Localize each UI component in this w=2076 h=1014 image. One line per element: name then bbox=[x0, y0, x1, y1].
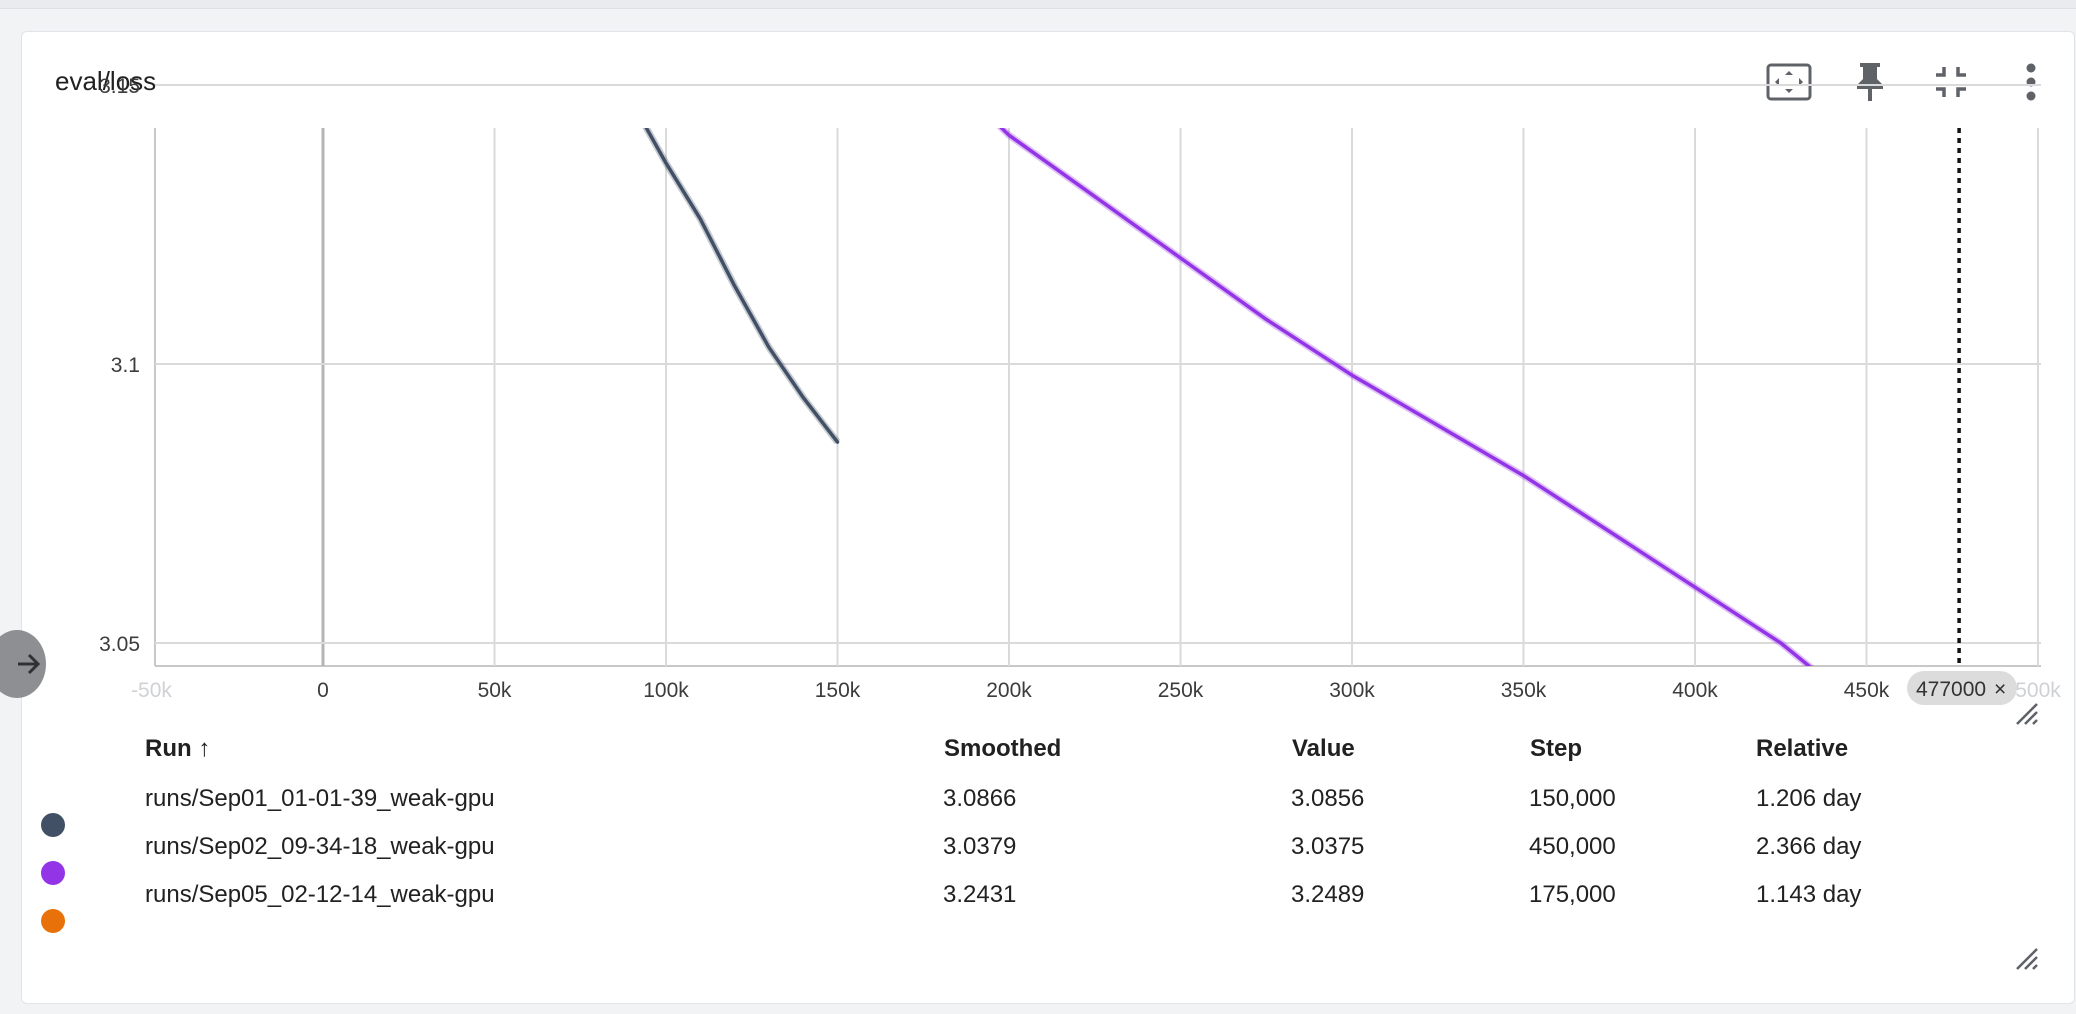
run-relative: 1.206 day bbox=[1756, 785, 1862, 812]
header-smoothed[interactable]: Smoothed bbox=[944, 735, 1062, 762]
collapse-icon bbox=[1936, 67, 1966, 97]
x-tick-label: 500k bbox=[2015, 679, 2061, 702]
top-bar bbox=[0, 0, 2076, 9]
run-step: 175,000 bbox=[1529, 881, 1616, 908]
header-step[interactable]: Step bbox=[1530, 735, 1583, 762]
header-run[interactable]: Run ↑ bbox=[145, 735, 211, 762]
header-value[interactable]: Value bbox=[1292, 735, 1355, 762]
step-badge[interactable]: 477000 × bbox=[1907, 671, 2017, 705]
run-step: 450,000 bbox=[1529, 833, 1616, 860]
run-name: runs/Sep01_01-01-39_weak-gpu bbox=[145, 785, 495, 812]
run-value: 3.2489 bbox=[1291, 881, 1365, 908]
card-resize-icon[interactable] bbox=[2013, 945, 2039, 971]
series-line bbox=[999, 128, 1812, 666]
series-line bbox=[644, 128, 840, 444]
expand-sidebar-button[interactable] bbox=[0, 630, 46, 698]
y-tick-label: 3.15 bbox=[99, 75, 140, 98]
series-lines bbox=[642, 128, 1815, 666]
header-relative[interactable]: Relative bbox=[1756, 735, 1849, 762]
fit-domain-button[interactable] bbox=[1763, 56, 1815, 108]
series-raw-line bbox=[642, 128, 841, 445]
run-color-swatch bbox=[41, 861, 65, 885]
pin-button[interactable] bbox=[1844, 56, 1896, 108]
x-tick-label: 150k bbox=[815, 679, 861, 702]
run-color-swatch bbox=[41, 909, 65, 933]
run-value: 3.0856 bbox=[1291, 785, 1365, 812]
pin-icon bbox=[1857, 63, 1883, 101]
run-step: 150,000 bbox=[1529, 785, 1616, 812]
run-name: runs/Sep02_09-34-18_weak-gpu bbox=[145, 833, 495, 860]
x-axis-ticks: -50k 0 50k 100k 150k 200k 250k 300k 350k 400k 450k… bbox=[131, 679, 2061, 702]
run-color-swatch bbox=[41, 813, 65, 837]
arrow-right-icon bbox=[18, 653, 41, 675]
x-tick-label: 300k bbox=[1329, 679, 1375, 702]
run-name: runs/Sep05_02-12-14_weak-gpu bbox=[145, 881, 495, 908]
step-badge-close-icon[interactable]: × bbox=[1994, 678, 2006, 701]
x-tick-label: 100k bbox=[643, 679, 689, 702]
x-tick-label: 200k bbox=[986, 679, 1032, 702]
card-title: eval/loss bbox=[55, 66, 157, 96]
collapse-button[interactable] bbox=[1925, 56, 1977, 108]
fit-domain-icon bbox=[1766, 63, 1812, 101]
y-tick-label: 3.1 bbox=[111, 354, 140, 377]
run-smoothed: 3.0379 bbox=[943, 833, 1017, 860]
x-tick-label: 350k bbox=[1501, 679, 1547, 702]
run-value: 3.0375 bbox=[1291, 833, 1365, 860]
x-tick-label: 450k bbox=[1844, 679, 1890, 702]
chart-resize-icon[interactable] bbox=[2013, 700, 2039, 726]
run-smoothed: 3.2431 bbox=[943, 881, 1017, 908]
series-raw-line bbox=[996, 128, 1815, 666]
y-axis-ticks: 3.053.13.153.23.25 bbox=[99, 75, 140, 656]
x-tick-label: 400k bbox=[1672, 679, 1718, 702]
line-chart[interactable]: -50k 0 50k 100k 150k 200k 250k 300k 350k 400k 450k… bbox=[0, 0, 2076, 720]
x-tick-label: 250k bbox=[1158, 679, 1204, 702]
scalar-card: eval/loss bbox=[0, 31, 2075, 1004]
grid bbox=[154, 84, 2041, 667]
run-relative: 1.143 day bbox=[1756, 881, 1862, 908]
run-smoothed: 3.0866 bbox=[943, 785, 1017, 812]
x-tick-label: -50k bbox=[131, 679, 172, 702]
step-badge-value: 477000 bbox=[1916, 678, 1986, 701]
y-tick-label: 3.05 bbox=[99, 633, 140, 656]
run-relative: 2.366 day bbox=[1756, 833, 1862, 860]
x-tick-label: 50k bbox=[478, 679, 512, 702]
x-tick-label: 0 bbox=[317, 679, 329, 702]
